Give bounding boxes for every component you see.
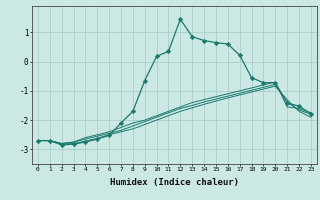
X-axis label: Humidex (Indice chaleur): Humidex (Indice chaleur) — [110, 178, 239, 187]
